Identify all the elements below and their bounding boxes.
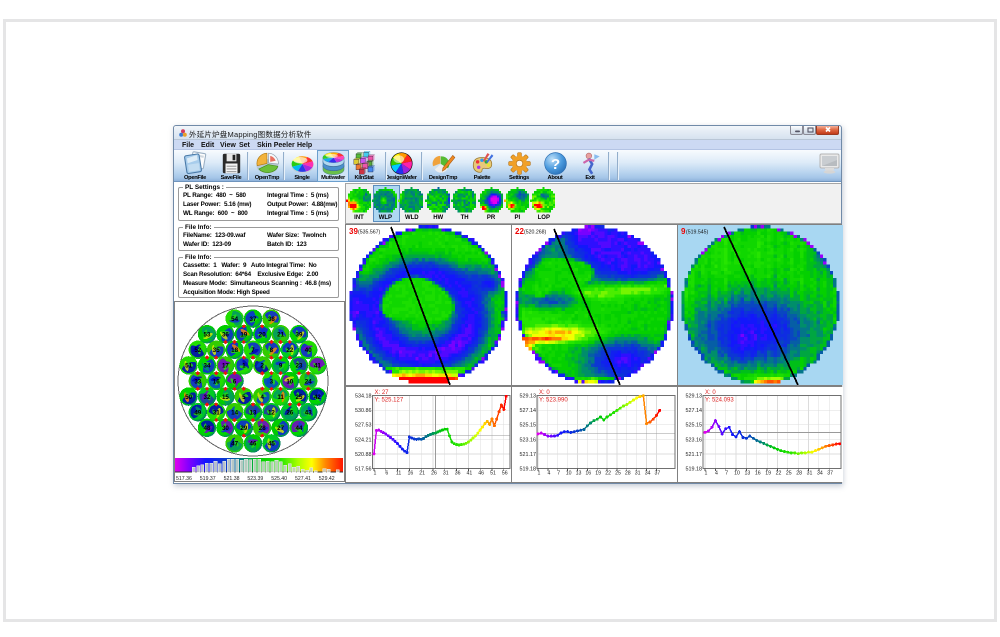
svg-text:1: 1	[242, 363, 246, 370]
svg-text:47: 47	[231, 441, 238, 448]
svg-text:33: 33	[194, 378, 201, 385]
svg-text:11: 11	[277, 394, 284, 401]
svg-text:45: 45	[268, 441, 275, 448]
svg-text:18: 18	[231, 347, 238, 354]
svg-text:?: ?	[550, 156, 559, 173]
svg-text:41: 41	[467, 471, 473, 477]
svg-text:4: 4	[260, 394, 264, 401]
svg-text:5: 5	[242, 394, 246, 401]
svg-text:17: 17	[222, 363, 229, 370]
svg-text:X: 27: X: 27	[375, 390, 390, 396]
svg-text:16: 16	[213, 378, 220, 385]
svg-text:8: 8	[270, 347, 274, 354]
svg-text:24: 24	[305, 378, 312, 385]
svg-text:50: 50	[185, 394, 192, 401]
svg-text:37: 37	[250, 316, 257, 323]
svg-text:527.41: 527.41	[295, 476, 311, 481]
svg-text:53: 53	[204, 332, 211, 339]
svg-text:527.53: 527.53	[355, 423, 372, 429]
svg-text:11: 11	[396, 471, 401, 477]
svg-text:19: 19	[240, 332, 247, 339]
svg-text:3: 3	[270, 378, 274, 385]
svg-text:40: 40	[305, 347, 312, 354]
svg-text:(520.268): (520.268)	[524, 230, 546, 236]
svg-text:22: 22	[286, 347, 293, 354]
svg-text:54: 54	[231, 316, 238, 323]
svg-text:31: 31	[213, 410, 220, 417]
svg-text:21: 21	[277, 332, 284, 339]
svg-text:26: 26	[286, 410, 293, 417]
svg-text:26: 26	[431, 471, 437, 477]
svg-text:9: 9	[279, 363, 283, 370]
svg-text:21: 21	[419, 471, 425, 477]
svg-text:521.38: 521.38	[224, 476, 240, 481]
svg-text:23: 23	[296, 363, 303, 370]
svg-text:7: 7	[251, 347, 255, 354]
svg-text:15: 15	[222, 394, 229, 401]
svg-text:29: 29	[240, 425, 247, 432]
svg-text:(519.545): (519.545)	[686, 230, 708, 236]
svg-text:20: 20	[259, 332, 266, 339]
svg-text:14: 14	[231, 410, 238, 417]
svg-text:34: 34	[204, 363, 211, 370]
svg-text:35: 35	[213, 347, 220, 354]
svg-text:523.39: 523.39	[247, 476, 263, 481]
svg-text:46: 46	[478, 471, 484, 477]
svg-text:30: 30	[222, 425, 229, 432]
svg-text:43: 43	[305, 410, 312, 417]
svg-text:Y: 525.127: Y: 525.127	[375, 398, 404, 404]
svg-text:10: 10	[286, 378, 293, 385]
svg-text:49: 49	[194, 410, 201, 417]
svg-text:2: 2	[260, 363, 264, 370]
svg-text:534.18: 534.18	[355, 394, 372, 400]
svg-text:520.88: 520.88	[355, 452, 372, 458]
svg-text:32: 32	[204, 394, 211, 401]
svg-text:517.36: 517.36	[176, 476, 192, 481]
svg-text:22: 22	[515, 227, 524, 236]
svg-text:28: 28	[259, 425, 266, 432]
svg-text:27: 27	[277, 425, 284, 432]
svg-text:(535.567): (535.567)	[358, 230, 380, 236]
svg-text:51: 51	[185, 363, 192, 370]
svg-text:529.42: 529.42	[319, 476, 335, 481]
svg-text:529.13: 529.13	[520, 394, 537, 400]
svg-text:51: 51	[490, 471, 496, 477]
svg-text:25: 25	[296, 394, 303, 401]
svg-text:31: 31	[443, 471, 449, 477]
svg-text:42: 42	[314, 394, 321, 401]
svg-text:530.86: 530.86	[355, 408, 372, 414]
svg-text:36: 36	[222, 332, 229, 339]
svg-text:48: 48	[204, 425, 211, 432]
svg-text:525.40: 525.40	[271, 476, 287, 481]
svg-text:52: 52	[194, 347, 201, 354]
svg-text:56: 56	[502, 471, 508, 477]
svg-text:39: 39	[296, 332, 303, 339]
svg-text:13: 13	[250, 410, 257, 417]
svg-text:9: 9	[681, 227, 686, 236]
svg-text:16: 16	[408, 471, 414, 477]
svg-text:46: 46	[250, 441, 257, 448]
svg-text:41: 41	[314, 363, 321, 370]
svg-text:36: 36	[455, 471, 461, 477]
svg-text:1: 1	[374, 471, 377, 477]
svg-text:38: 38	[268, 316, 275, 323]
svg-text:6: 6	[385, 471, 388, 477]
svg-text:12: 12	[268, 410, 275, 417]
svg-text:519.37: 519.37	[200, 476, 216, 481]
svg-text:517.56: 517.56	[355, 467, 372, 473]
svg-text:44: 44	[296, 425, 303, 432]
svg-text:6: 6	[233, 378, 237, 385]
svg-text:39: 39	[349, 227, 358, 236]
svg-text:524.21: 524.21	[355, 437, 372, 443]
